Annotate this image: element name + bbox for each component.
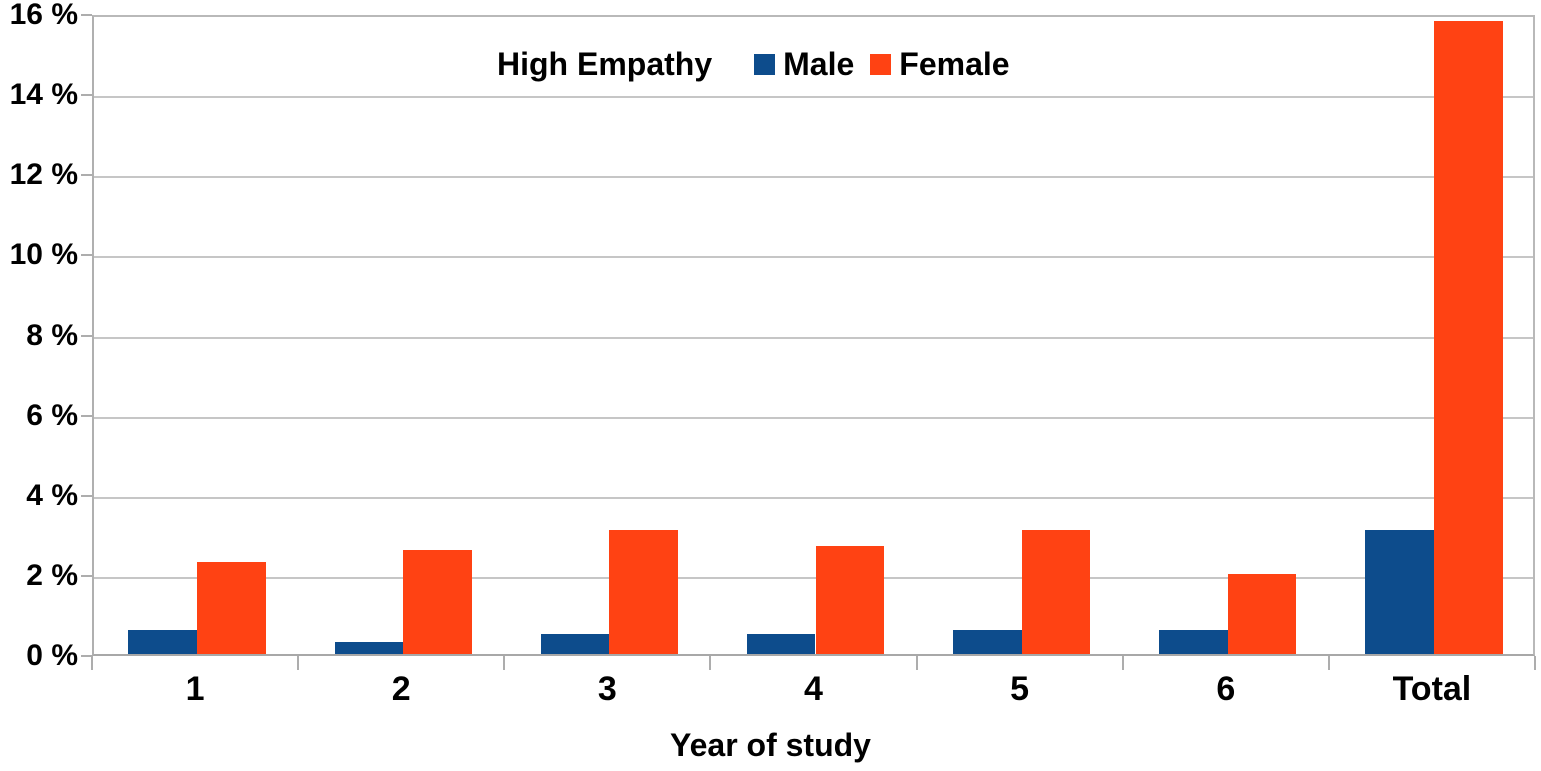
y-tick-16	[81, 14, 92, 16]
y-tick-label-0: 0 %	[26, 639, 78, 672]
bar-female-1	[197, 562, 266, 654]
legend-swatch-male-icon	[754, 53, 776, 75]
y-tick-8	[81, 334, 92, 337]
bar-male-total	[1365, 530, 1434, 654]
bar-female-4	[815, 546, 885, 654]
chart-header: High Empathy Male Female	[497, 45, 1010, 83]
bar-male-3	[540, 634, 610, 654]
bar-male-5	[952, 630, 1022, 654]
x-category-label-1: 1	[185, 670, 205, 708]
gridline-6	[94, 416, 1533, 419]
y-tick-6	[81, 414, 92, 417]
x-tick-5	[1121, 656, 1124, 670]
y-tick-label-2: 2 %	[26, 558, 78, 592]
y-tick-14	[81, 94, 92, 97]
legend-item-female: Female	[870, 45, 1010, 83]
y-tick-label-16: 16 %	[9, 0, 78, 31]
y-tick-label-4: 4 %	[26, 478, 78, 512]
gridline-12	[94, 176, 1533, 179]
legend-label-male: Male	[783, 46, 855, 82]
y-tick-label-6: 6 %	[26, 398, 78, 432]
x-tick-3	[709, 656, 712, 670]
gridline-8	[94, 336, 1533, 339]
bar-male-4	[746, 634, 816, 654]
y-tick-label-14: 14 %	[9, 78, 78, 112]
y-tick-2	[81, 574, 92, 577]
x-tick-1	[297, 656, 300, 670]
x-tick-0	[91, 656, 93, 670]
y-tick-0	[81, 655, 92, 657]
x-category-label-3: 3	[597, 670, 617, 708]
x-category-label-total: Total	[1392, 670, 1472, 708]
y-tick-label-8: 8 %	[26, 318, 78, 352]
gridline-4	[94, 496, 1533, 499]
gridline-14	[94, 96, 1533, 99]
y-tick-12	[81, 174, 92, 177]
legend-label-female: Female	[899, 46, 1010, 82]
bar-female-6	[1227, 574, 1297, 654]
bar-female-2	[403, 550, 472, 654]
bar-female-3	[609, 530, 679, 654]
legend-swatch-female-icon	[870, 53, 892, 75]
x-category-label-5: 5	[1010, 670, 1030, 708]
x-category-label-2: 2	[391, 670, 411, 708]
bar-male-2	[334, 642, 404, 654]
x-axis-title: Year of study	[670, 727, 871, 763]
gridline-10	[94, 256, 1533, 259]
bar-male-6	[1159, 630, 1228, 654]
legend-item-male: Male	[754, 45, 854, 83]
gridline-2	[94, 576, 1533, 579]
x-tick-7	[1534, 656, 1536, 670]
x-category-label-6: 6	[1216, 670, 1236, 708]
bar-male-1	[128, 630, 198, 654]
legend: Male Female	[754, 45, 1010, 83]
y-tick-4	[81, 494, 92, 497]
bar-female-total	[1433, 21, 1503, 654]
plot-area	[92, 15, 1535, 656]
x-tick-2	[503, 656, 506, 670]
x-category-label-4: 4	[804, 670, 823, 708]
y-tick-label-10: 10 %	[9, 238, 78, 272]
y-tick-10	[81, 254, 92, 257]
chart-title: High Empathy	[497, 46, 713, 82]
y-tick-label-12: 12 %	[9, 158, 78, 192]
x-tick-4	[915, 656, 918, 670]
bar-female-5	[1021, 530, 1091, 654]
x-tick-6	[1327, 656, 1330, 670]
